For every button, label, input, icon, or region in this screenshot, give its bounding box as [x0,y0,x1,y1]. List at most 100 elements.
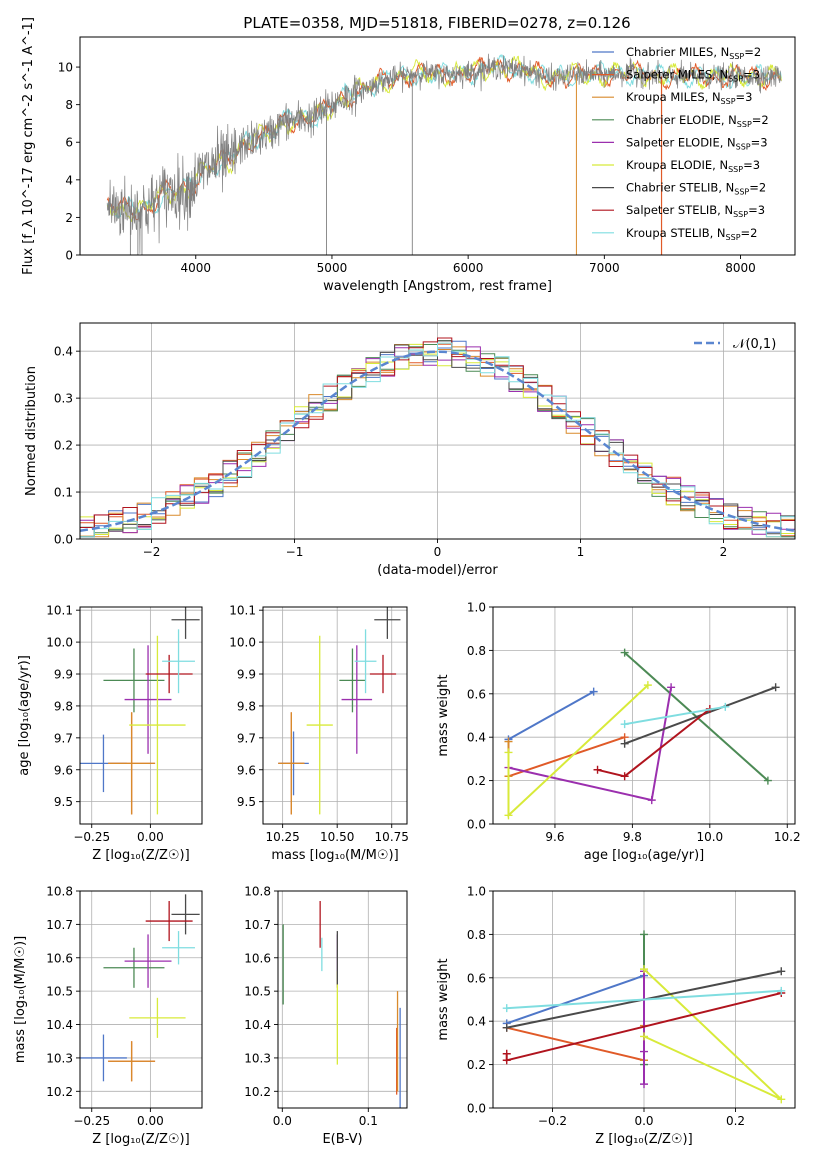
weight-line [624,705,726,726]
y-tick-label: 0.2 [467,1058,486,1072]
weight-marker [620,720,629,729]
y-tick-label: 10.0 [46,636,73,650]
x-axis-label: E(B-V) [322,1132,362,1147]
y-tick-label: 10.4 [46,1018,73,1032]
weight-line [508,736,625,778]
y-tick-label: 10.4 [244,1018,271,1032]
x-tick-label: 10.2 [774,830,801,844]
plot-area [106,53,782,255]
y-tick-label: 0.4 [467,731,486,745]
legend-label: Kroupa STELIB, NSSP=2 [626,226,757,242]
y-axis-label: Normed distribution [24,366,39,496]
weight-line [507,684,649,818]
y-tick-label: 10.1 [46,604,73,618]
legend-label: Chabrier STELIB, NSSP=2 [626,181,766,197]
y-tick-label: 10.3 [46,1051,73,1065]
weight-marker [504,737,513,746]
weight-marker [647,796,656,805]
x-tick-label: 0 [434,545,442,559]
x-tick-label: 6000 [453,261,484,275]
legend-label-sub: SSP [733,210,748,219]
y-tick-label: 0.0 [467,818,486,832]
y-axis-label: mass weight [436,958,451,1040]
x-tick-label: 0.2 [726,1114,745,1128]
plot-area [80,894,200,1082]
y-tick-label: 9.8 [54,699,73,713]
x-tick-label: 7000 [589,261,620,275]
x-tick-label: −0.25 [73,830,110,844]
y-tick-label: 10.2 [46,1085,73,1099]
weight-line [506,989,782,1010]
legend-label-tail: =3 [751,135,768,149]
y-tick-label: 10.6 [244,951,271,965]
y-tick-label: 10.7 [244,918,271,932]
legend-label: Kroupa ELODIE, NSSP=3 [626,158,760,174]
legend-label-sub: SSP [728,165,743,174]
x-tick-label: 0.00 [137,830,164,844]
x-axis-label: mass [log₁₀(M/M☉)] [271,848,398,863]
weight-marker [640,930,648,939]
gaussian-curve [80,350,795,533]
panel-weight_vs_age: 9.6 9.8 10.0 10.2 0.0 0.2 0.4 0.6 0.8 1.0 age [log… [436,601,801,864]
y-tick-label: 10.3 [244,1051,271,1065]
plot-area [504,648,780,820]
y-tick-label: 10.5 [244,985,271,999]
legend-label-sub: SSP [728,75,743,84]
x-tick-label: −1 [286,545,304,559]
y-tick-label: 10.8 [244,885,271,899]
residual-histogram [80,337,795,530]
panel-residuals: −2 −1 0 1 2 0.0 0.1 0.2 0.3 0.4 (data-model)/error… [24,322,796,578]
weight-marker [502,1004,511,1013]
y-tick-label: 6 [65,136,73,150]
y-tick-label: 0.6 [467,687,486,701]
y-tick-label: 0.0 [467,1102,486,1116]
weight-marker [640,1080,648,1089]
x-axis-label: age [log₁₀(age/yr)] [584,848,705,863]
x-axis-label: Z [log₁₀(Z/Z☉)] [92,1132,189,1147]
legend-label-tail: =2 [752,113,769,127]
legend-label-main: Kroupa STELIB, N [626,226,726,240]
y-tick-label: 10 [58,61,73,75]
legend-label-main: Kroupa ELODIE, N [626,158,728,172]
legend-label-main: Salpeter STELIB, N [626,203,733,217]
y-tick-label: 9.7 [237,731,256,745]
weight-marker [589,687,598,696]
legend-label-main: Chabrier MILES, N [626,45,729,59]
weight-marker [620,648,629,657]
x-tick-label: 10.0 [696,830,723,844]
x-tick-label: 9.8 [623,830,642,844]
x-tick-label: 10.75 [375,830,409,844]
legend-label-tail: =2 [744,45,761,59]
x-tick-label: −0.25 [73,1114,110,1128]
weight-marker [777,1095,786,1104]
legend-label-tail: =2 [749,181,766,195]
weight-marker [640,965,648,974]
observed-spectrum [106,53,782,254]
x-tick-label: −0.2 [538,1114,567,1128]
y-axis-label: Flux [f_λ 10^-17 erg cm^-2 s^-1 A^-1] [21,17,36,275]
y-tick-label: 9.9 [237,668,256,682]
axes-frame [277,890,408,1109]
legend-label: Salpeter MILES, NSSP=3 [626,68,760,84]
legend-label-tail: =3 [748,203,765,217]
legend-label: Salpeter ELODIE, NSSP=3 [626,135,768,151]
weight-marker [593,765,602,774]
y-tick-label: 9.6 [237,763,256,777]
weight-marker [502,1023,511,1032]
weight-marker [777,986,786,995]
legend-label-main: Salpeter ELODIE, N [626,135,736,149]
y-tick-label: 9.5 [237,795,256,809]
legend-label-sub: SSP [734,188,749,197]
panel-mass_vs_Z: −0.25 0.00 10.2 10.3 10.4 10.5 10.6 10.7 10.8 Z [… [13,885,203,1147]
axes-frame [492,606,796,825]
y-tick-label: 10.2 [244,1085,271,1099]
y-tick-label: 0.0 [54,533,73,547]
weight-marker [771,683,780,692]
legend-label-main: Chabrier ELODIE, N [626,113,737,127]
x-tick-label: −2 [143,545,161,559]
x-tick-label: 2 [720,545,728,559]
y-tick-label: 10.6 [46,951,73,965]
weight-marker [667,683,676,692]
legend-label: Chabrier ELODIE, NSSP=2 [626,113,769,129]
